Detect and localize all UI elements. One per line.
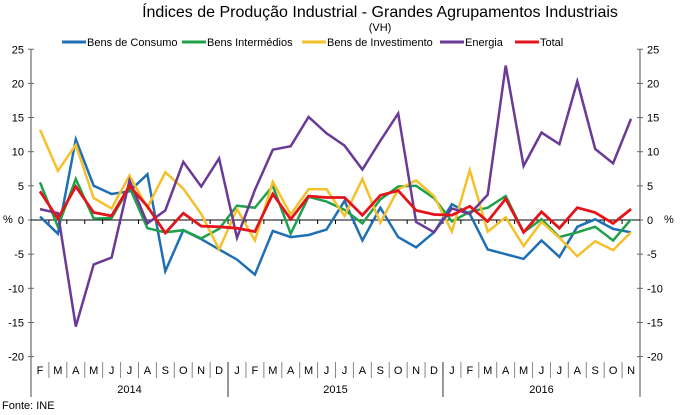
y-tick-label-left: -5 [14,249,24,261]
y-tick-label-right: 5 [647,181,653,193]
x-tick-label: N [197,365,205,377]
x-tick-label: O [394,365,403,377]
chart-subtitle: (VH) [369,22,392,34]
x-tick-label: J [324,365,330,377]
x-tick-label: M [89,365,98,377]
x-tick-label: A [359,365,367,377]
x-tick-label: M [304,365,313,377]
x-tick-label: D [430,365,438,377]
y-tick-label-right: -10 [647,283,663,295]
x-tick-label: F [466,365,473,377]
x-tick-label: N [412,365,420,377]
x-tick-label: M [483,365,492,377]
year-label: 2016 [529,384,553,396]
y-tick-label-left: 20 [12,78,24,90]
x-tick-label: J [109,365,115,377]
year-label: 2015 [323,384,347,396]
x-tick-label: A [502,365,510,377]
legend-label: Bens de Consumo [87,37,178,49]
series-line-bens-de-consumo [39,134,632,277]
y-tick-label-left: -10 [8,283,24,295]
y-tick-label-right: 0 [647,215,653,227]
x-tick-label: M [519,365,528,377]
x-tick-label: S [592,365,599,377]
y-tick-label-right: -15 [647,317,663,329]
series-line-energia [39,65,633,327]
x-tick-label: A [287,365,295,377]
series-line-total [38,183,632,236]
x-tick-label: O [609,365,618,377]
series-line-bens-intermédios [38,175,632,243]
y-tick-label-left: 0 [18,215,24,227]
y-tick-label-right: -20 [647,352,663,364]
y-axis-label-left: % [3,214,13,226]
y-tick-label-left: 25 [12,44,24,56]
y-tick-label-right: 25 [647,44,659,56]
y-tick-label-right: -5 [647,249,657,261]
year-label: 2014 [117,384,141,396]
x-tick-label: J [127,365,133,377]
legend-label: Bens Intermédios [207,37,293,49]
x-tick-label: S [377,365,384,377]
x-tick-label: J [234,365,240,377]
x-tick-label: O [179,365,188,377]
x-tick-label: A [144,365,152,377]
series-line-bens-de-investimento [38,129,632,258]
x-tick-label: F [37,365,44,377]
y-tick-label-left: 5 [18,181,24,193]
x-tick-label: A [574,365,582,377]
x-tick-label: S [162,365,169,377]
x-tick-label: M [268,365,277,377]
chart-title: Índices de Produção Industrial - Grandes… [142,2,618,21]
y-tick-label-right: 20 [647,78,659,90]
x-tick-label: A [72,365,80,377]
y-tick-label-right: 10 [647,147,659,159]
x-tick-label: J [449,365,455,377]
x-tick-label: N [627,365,635,377]
source-note: Fonte: INE [2,400,55,412]
y-tick-label-left: 15 [12,113,24,125]
x-tick-label: J [342,365,348,377]
y-tick-label-right: 15 [647,113,659,125]
y-tick-label-left: -15 [8,317,24,329]
x-tick-label: F [252,365,259,377]
y-tick-label-left: 10 [12,147,24,159]
legend-label: Bens de Investimento [327,37,433,49]
y-tick-label-left: -20 [8,352,24,364]
legend-label: Energia [465,37,504,49]
y-axis-label-right: % [664,214,674,226]
legend-label: Total [540,37,563,49]
x-tick-label: J [539,365,545,377]
x-tick-label: M [53,365,62,377]
x-tick-label: J [557,365,563,377]
x-tick-label: D [215,365,223,377]
